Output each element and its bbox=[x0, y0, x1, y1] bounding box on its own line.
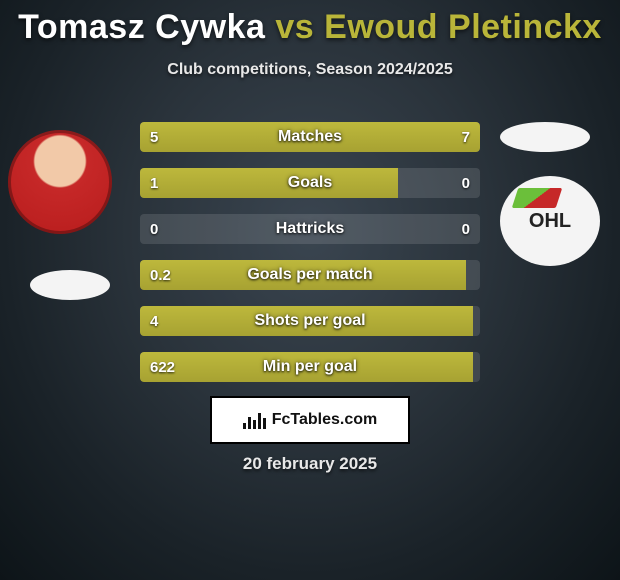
stat-track bbox=[140, 168, 480, 198]
title-player1: Tomasz Cywka bbox=[18, 8, 265, 46]
stat-row: Goals10 bbox=[140, 168, 480, 198]
stat-bar-left bbox=[140, 306, 473, 336]
ohl-logo: OHL bbox=[529, 210, 571, 233]
stat-track bbox=[140, 352, 480, 382]
branding-text: FcTables.com bbox=[272, 411, 378, 429]
stat-track bbox=[140, 214, 480, 244]
stat-bar-gap bbox=[473, 352, 480, 382]
branding-badge: FcTables.com bbox=[210, 396, 410, 444]
stat-row: Hattricks00 bbox=[140, 214, 480, 244]
stat-bar-gap bbox=[473, 306, 480, 336]
stat-bar-left bbox=[140, 122, 279, 152]
title-player2: Ewoud Pletinckx bbox=[324, 8, 602, 46]
title-vs: vs bbox=[275, 8, 314, 46]
stat-bar-left bbox=[140, 260, 466, 290]
player1-club-badge bbox=[30, 270, 110, 300]
page-title: Tomasz Cywka vs Ewoud Pletinckx bbox=[0, 0, 620, 47]
stat-bar-left bbox=[140, 168, 398, 198]
stat-track bbox=[140, 306, 480, 336]
stat-track bbox=[140, 122, 480, 152]
stat-row: Shots per goal4 bbox=[140, 306, 480, 336]
stats-bars: Matches57 Goals10 Hattricks00 Goals per mat… bbox=[140, 122, 480, 398]
subtitle: Club competitions, Season 2024/2025 bbox=[0, 61, 620, 79]
stat-row: Min per goal622 bbox=[140, 352, 480, 382]
bar-chart-icon bbox=[243, 411, 266, 429]
stat-bar-right bbox=[279, 122, 480, 152]
player1-avatar bbox=[8, 130, 112, 234]
player2-club-badge: OHL bbox=[500, 176, 600, 266]
stat-row: Matches57 bbox=[140, 122, 480, 152]
stat-bar-gap bbox=[140, 214, 480, 244]
date: 20 february 2025 bbox=[0, 454, 620, 474]
player2-avatar bbox=[500, 122, 590, 152]
stat-row: Goals per match0.2 bbox=[140, 260, 480, 290]
stat-bar-gap bbox=[466, 260, 480, 290]
stat-bar-left bbox=[140, 352, 473, 382]
stat-bar-gap bbox=[398, 168, 480, 198]
stat-track bbox=[140, 260, 480, 290]
